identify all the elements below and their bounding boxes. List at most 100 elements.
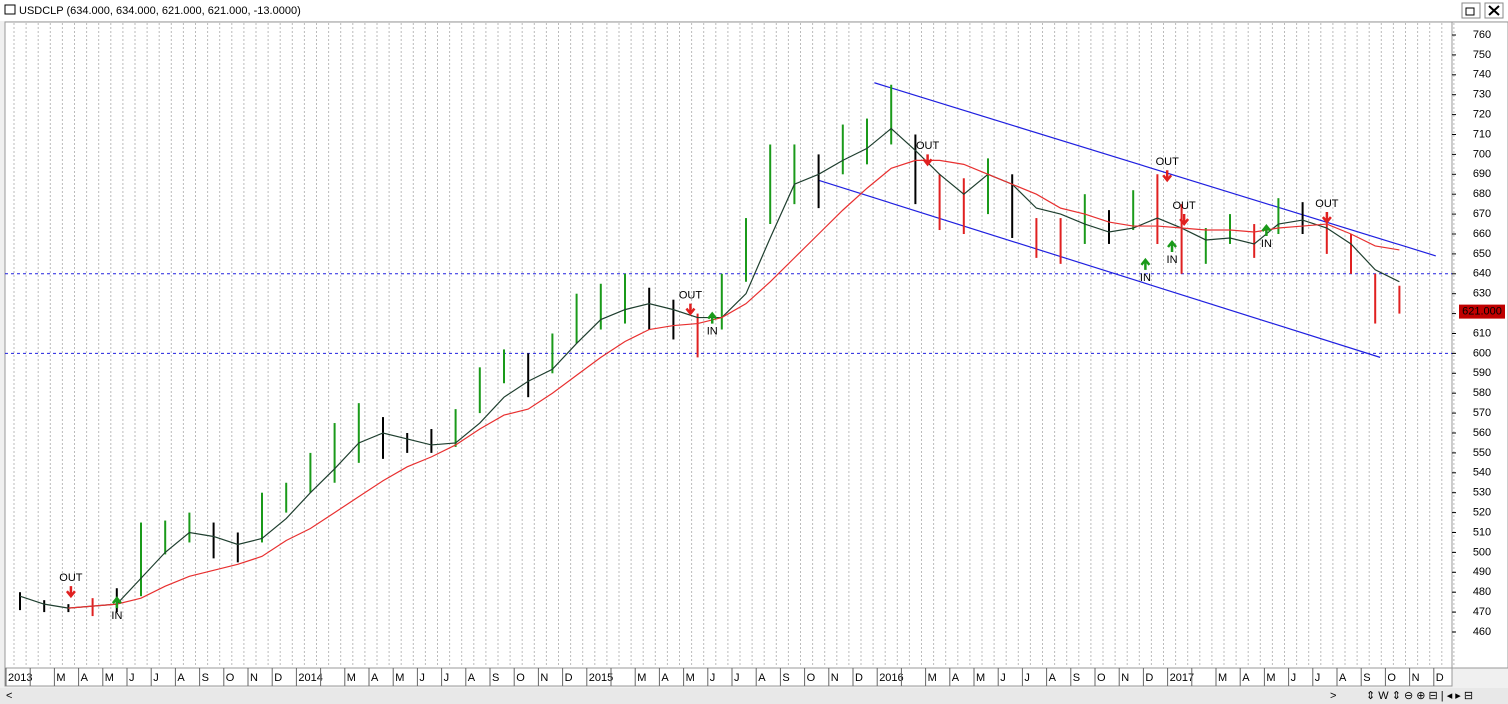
x-tick-label: 2017 [1170, 672, 1194, 684]
y-tick-label: 730 [1473, 89, 1491, 101]
x-tick-label: M [928, 672, 937, 684]
zoom-controls[interactable]: ⇕ W ⇕ ⊖ ⊕ ⊟ | ◂ ▸ ⊟ [1366, 690, 1473, 702]
x-tick-label: 2015 [589, 672, 613, 684]
x-tick-label: N [540, 672, 548, 684]
x-tick-label: N [1412, 672, 1420, 684]
y-tick-label: 500 [1473, 546, 1491, 558]
y-tick-label: 710 [1473, 128, 1491, 140]
y-tick-label: 560 [1473, 427, 1491, 439]
signal-label: IN [707, 326, 718, 338]
x-tick-label: M [347, 672, 356, 684]
y-tick-label: 690 [1473, 168, 1491, 180]
in-arrow [1140, 257, 1151, 270]
scroll-right[interactable]: > [1330, 690, 1336, 702]
x-tick-label: D [855, 672, 863, 684]
y-tick-label: 720 [1473, 109, 1491, 121]
y-tick-label: 490 [1473, 566, 1491, 578]
last-price-box [1459, 304, 1505, 319]
x-tick-label: M [395, 672, 404, 684]
y-tick-label: 670 [1473, 208, 1491, 220]
in-arrow [111, 596, 122, 609]
x-tick-label: J [1024, 672, 1030, 684]
out-arrow [1179, 214, 1190, 227]
x-tick-label: A [468, 672, 476, 684]
x-tick-label: N [1121, 672, 1129, 684]
x-tick-label: 2013 [8, 672, 32, 684]
x-tick-label: J [129, 672, 135, 684]
window-icon [4, 4, 16, 15]
scrollbar[interactable] [0, 688, 1508, 704]
signal-label: OUT [1173, 200, 1197, 212]
signal-label: OUT [1156, 156, 1180, 168]
x-tick-label: A [1242, 672, 1250, 684]
scroll-left[interactable]: < [6, 690, 12, 702]
y-tick-label: 660 [1473, 228, 1491, 240]
restore-icon [1465, 7, 1475, 16]
y-tick-label: 520 [1473, 507, 1491, 519]
channel-line [874, 82, 1436, 257]
signal-label: IN [111, 610, 122, 622]
y-tick-label: 750 [1473, 49, 1491, 61]
signal-label: OUT [916, 140, 940, 152]
in-arrow [1167, 239, 1177, 252]
y-tick-label: 740 [1473, 69, 1491, 81]
x-tick-label: S [1073, 672, 1080, 684]
y-tick-label: 470 [1473, 606, 1491, 618]
x-tick-label: N [831, 672, 839, 684]
y-tick-label: 630 [1473, 288, 1491, 300]
out-arrow [1321, 212, 1332, 225]
y-tick-label: 600 [1473, 347, 1491, 359]
y-tick-label: 680 [1473, 188, 1491, 200]
x-tick-label: A [952, 672, 960, 684]
x-tick-label: J [153, 672, 159, 684]
x-tick-label: D [565, 672, 573, 684]
y-tick-label: 550 [1473, 447, 1491, 459]
y-tick-label: 510 [1473, 526, 1491, 538]
x-tick-label: M [637, 672, 646, 684]
x-tick-label: 2016 [879, 672, 903, 684]
x-tick-label: J [1000, 672, 1006, 684]
x-tick-label: M [1218, 672, 1227, 684]
x-tick-label: 2014 [298, 672, 322, 684]
x-tick-label: S [1363, 672, 1370, 684]
signal-label: IN [1167, 254, 1178, 266]
out-arrow [1162, 170, 1173, 183]
x-tick-label: D [1436, 672, 1444, 684]
signal-label: IN [1261, 238, 1272, 250]
signal-label: OUT [1315, 198, 1339, 210]
x-tick-label: A [177, 672, 185, 684]
out-arrow [922, 154, 933, 167]
x-tick-label: O [226, 672, 235, 684]
y-tick-label: 640 [1473, 268, 1491, 280]
x-tick-label: J [419, 672, 425, 684]
last-price-label: 621.000 [1462, 306, 1502, 318]
restore-button[interactable] [1461, 2, 1481, 19]
y-tick-label: 590 [1473, 367, 1491, 379]
x-tick-label: O [807, 672, 816, 684]
y-tick-label: 480 [1473, 586, 1491, 598]
x-tick-label: J [1291, 672, 1297, 684]
y-tick-label: 580 [1473, 387, 1491, 399]
x-tick-label: M [976, 672, 985, 684]
x-tick-label: A [81, 672, 89, 684]
x-tick-label: S [782, 672, 789, 684]
x-tick-label: J [1315, 672, 1321, 684]
x-tick-label: J [444, 672, 450, 684]
y-axis-panel [1451, 21, 1508, 669]
y-tick-label: 760 [1473, 29, 1491, 41]
moving-average [68, 159, 1400, 609]
x-tick-label: M [686, 672, 695, 684]
x-tick-label: D [274, 672, 282, 684]
y-tick-label: 700 [1473, 148, 1491, 160]
x-tick-label: M [105, 672, 114, 684]
x-tick-label: O [1097, 672, 1106, 684]
x-tick-label: A [661, 672, 669, 684]
y-tick-label: 540 [1473, 467, 1491, 479]
in-arrow [707, 311, 718, 324]
x-tick-label: J [734, 672, 740, 684]
x-tick-label: D [1145, 672, 1153, 684]
y-tick-label: 610 [1473, 327, 1491, 339]
x-tick-label: S [202, 672, 209, 684]
x-tick-label: S [492, 672, 499, 684]
